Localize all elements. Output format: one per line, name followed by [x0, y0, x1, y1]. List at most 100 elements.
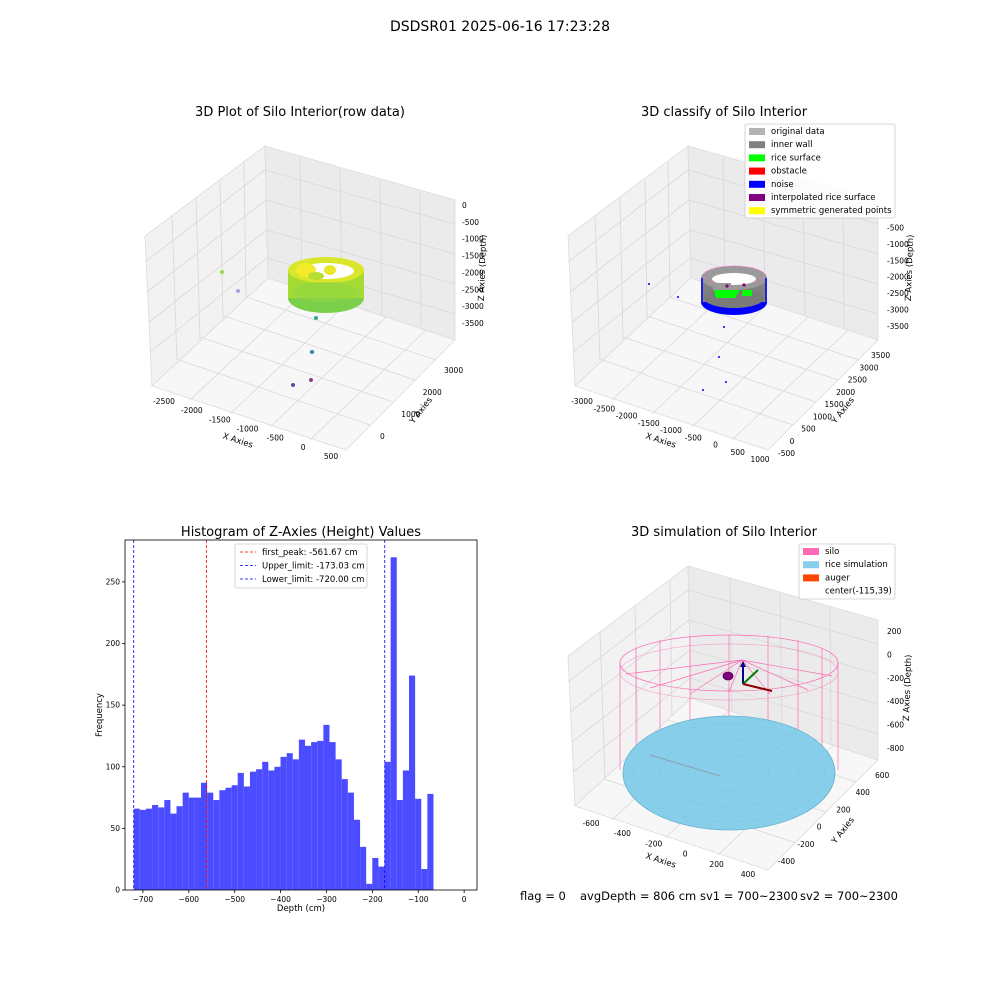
panel-histogram: Histogram of Z-Axies (Height) Values −70… [95, 525, 478, 914]
panel4-zlabel: Z Axies (Depth) [902, 654, 914, 721]
histogram-bar [231, 785, 238, 890]
x-tick-label: 0 [462, 895, 467, 904]
panel4-z-ticks: 200 0 -200 -400 -600 -800 [887, 627, 904, 753]
outlier-point [220, 270, 224, 274]
histogram-bar [219, 790, 226, 890]
legend-label: obstacle [771, 167, 807, 177]
tick-label: -500 [887, 223, 904, 232]
histogram-bar [152, 804, 159, 890]
tick-label: -200 [887, 674, 904, 683]
legend-swatch [749, 167, 765, 175]
tick-label: 3500 [871, 351, 890, 360]
histogram-bar [274, 766, 281, 890]
tick-label: 0 [713, 441, 718, 450]
tick-label: -1000 [887, 240, 909, 249]
tick-label: 400 [741, 870, 756, 879]
outlier-point [314, 316, 318, 320]
histogram-bar [427, 793, 434, 890]
footer-avg-depth: avgDepth = 806 cm [580, 889, 696, 903]
footer-flag: flag = 0 [520, 889, 566, 903]
histogram-bar [133, 808, 140, 890]
outlier-point [236, 289, 240, 293]
histogram-bar [317, 740, 324, 890]
histogram-bar [268, 770, 275, 890]
histogram-bar [323, 724, 330, 890]
histogram-bar [378, 866, 385, 890]
histogram-bar [176, 806, 183, 890]
tick-label: 1000 [401, 410, 420, 419]
y-tick-label: 150 [106, 701, 121, 710]
tick-label: -500 [462, 218, 479, 227]
panel-raw-3d: 3D Plot of Silo Interior(row data) [144, 105, 489, 461]
histogram-bar [366, 883, 373, 890]
tick-label: 200 [887, 627, 902, 636]
histogram-bar [360, 846, 367, 890]
x-tick-label: −300 [316, 895, 337, 904]
y-tick-label: 200 [106, 639, 121, 648]
histogram-bar [347, 792, 354, 890]
tick-label: 2500 [848, 376, 867, 385]
tick-label: 0 [790, 437, 795, 446]
histogram-bar [225, 787, 232, 890]
tick-label: -2000 [616, 412, 638, 421]
tick-label: -1500 [462, 252, 484, 261]
histogram-bar [311, 742, 318, 890]
tick-label: 0 [817, 823, 822, 832]
histogram-bar [372, 857, 379, 890]
panel-simulation-3d: 3D simulation of Silo Interior [520, 525, 914, 903]
tick-label: -1000 [660, 426, 682, 435]
panel4-ylabel: Y Axies [829, 815, 857, 847]
outlier-point [309, 378, 313, 382]
tick-label: -3000 [887, 306, 909, 315]
tick-label: 0 [683, 850, 688, 859]
legend-label: interpolated rice surface [771, 193, 876, 203]
tick-label: -3000 [571, 397, 593, 406]
panel4-legend: silo rice simulation auger center(-115,39) [798, 543, 896, 600]
histogram-bar [286, 753, 293, 890]
legend-label: rice surface [771, 153, 821, 163]
tick-label: -1500 [887, 256, 909, 265]
histogram-bar [390, 557, 397, 890]
tick-label: -200 [797, 840, 814, 849]
tick-label: -3500 [462, 319, 484, 328]
tick-label: 1000 [750, 455, 769, 464]
tick-label: 400 [856, 788, 871, 797]
tick-label: -2000 [887, 273, 909, 282]
tick-label: 200 [709, 860, 724, 869]
panel4-title: 3D simulation of Silo Interior [631, 525, 818, 540]
histogram-bar [158, 807, 165, 890]
y-tick-label: 50 [110, 824, 120, 833]
tick-label: -1000 [462, 235, 484, 244]
histogram-bar [249, 771, 257, 890]
panel4-axes-box [567, 565, 879, 871]
panel2-zlabel: Z Axies (Depth) [904, 234, 916, 301]
legend-label: symmetric generated points [771, 206, 892, 216]
footer-sv2: sv2 = 700~2300 [800, 889, 898, 903]
tick-label: 500 [731, 448, 746, 457]
histogram-bar [415, 798, 422, 890]
panel2-legend: original data inner wall rice surface obsta… [744, 123, 896, 219]
panel-classify-3d: 3D classify of Silo Interior [567, 105, 916, 464]
legend-label: Upper_limit: -173.03 cm [262, 562, 365, 572]
outlier-point [310, 350, 314, 354]
histogram-axes-frame [124, 539, 478, 891]
tick-label: -500 [267, 434, 284, 443]
histogram-bar [145, 808, 153, 890]
histogram-bar [262, 761, 269, 890]
histogram-bar [396, 800, 403, 890]
panel1-zlabel: Z Axies (Depth) [477, 234, 489, 301]
histogram-bar [292, 759, 299, 890]
tick-label: -500 [685, 433, 702, 442]
histogram-legend: first_peak: -561.67 cm Upper_limit: -173.… [234, 543, 368, 589]
noise-point [725, 381, 727, 383]
histogram-bar [298, 739, 306, 890]
tick-label: -200 [645, 839, 662, 848]
histogram-bar [421, 869, 428, 890]
tick-label: 0 [887, 650, 892, 659]
tick-label: 2000 [423, 388, 442, 397]
tick-label: 0 [462, 201, 467, 210]
tick-label: -400 [614, 829, 631, 838]
legend-label: rice simulation [825, 560, 888, 570]
x-tick-label: −100 [408, 895, 429, 904]
